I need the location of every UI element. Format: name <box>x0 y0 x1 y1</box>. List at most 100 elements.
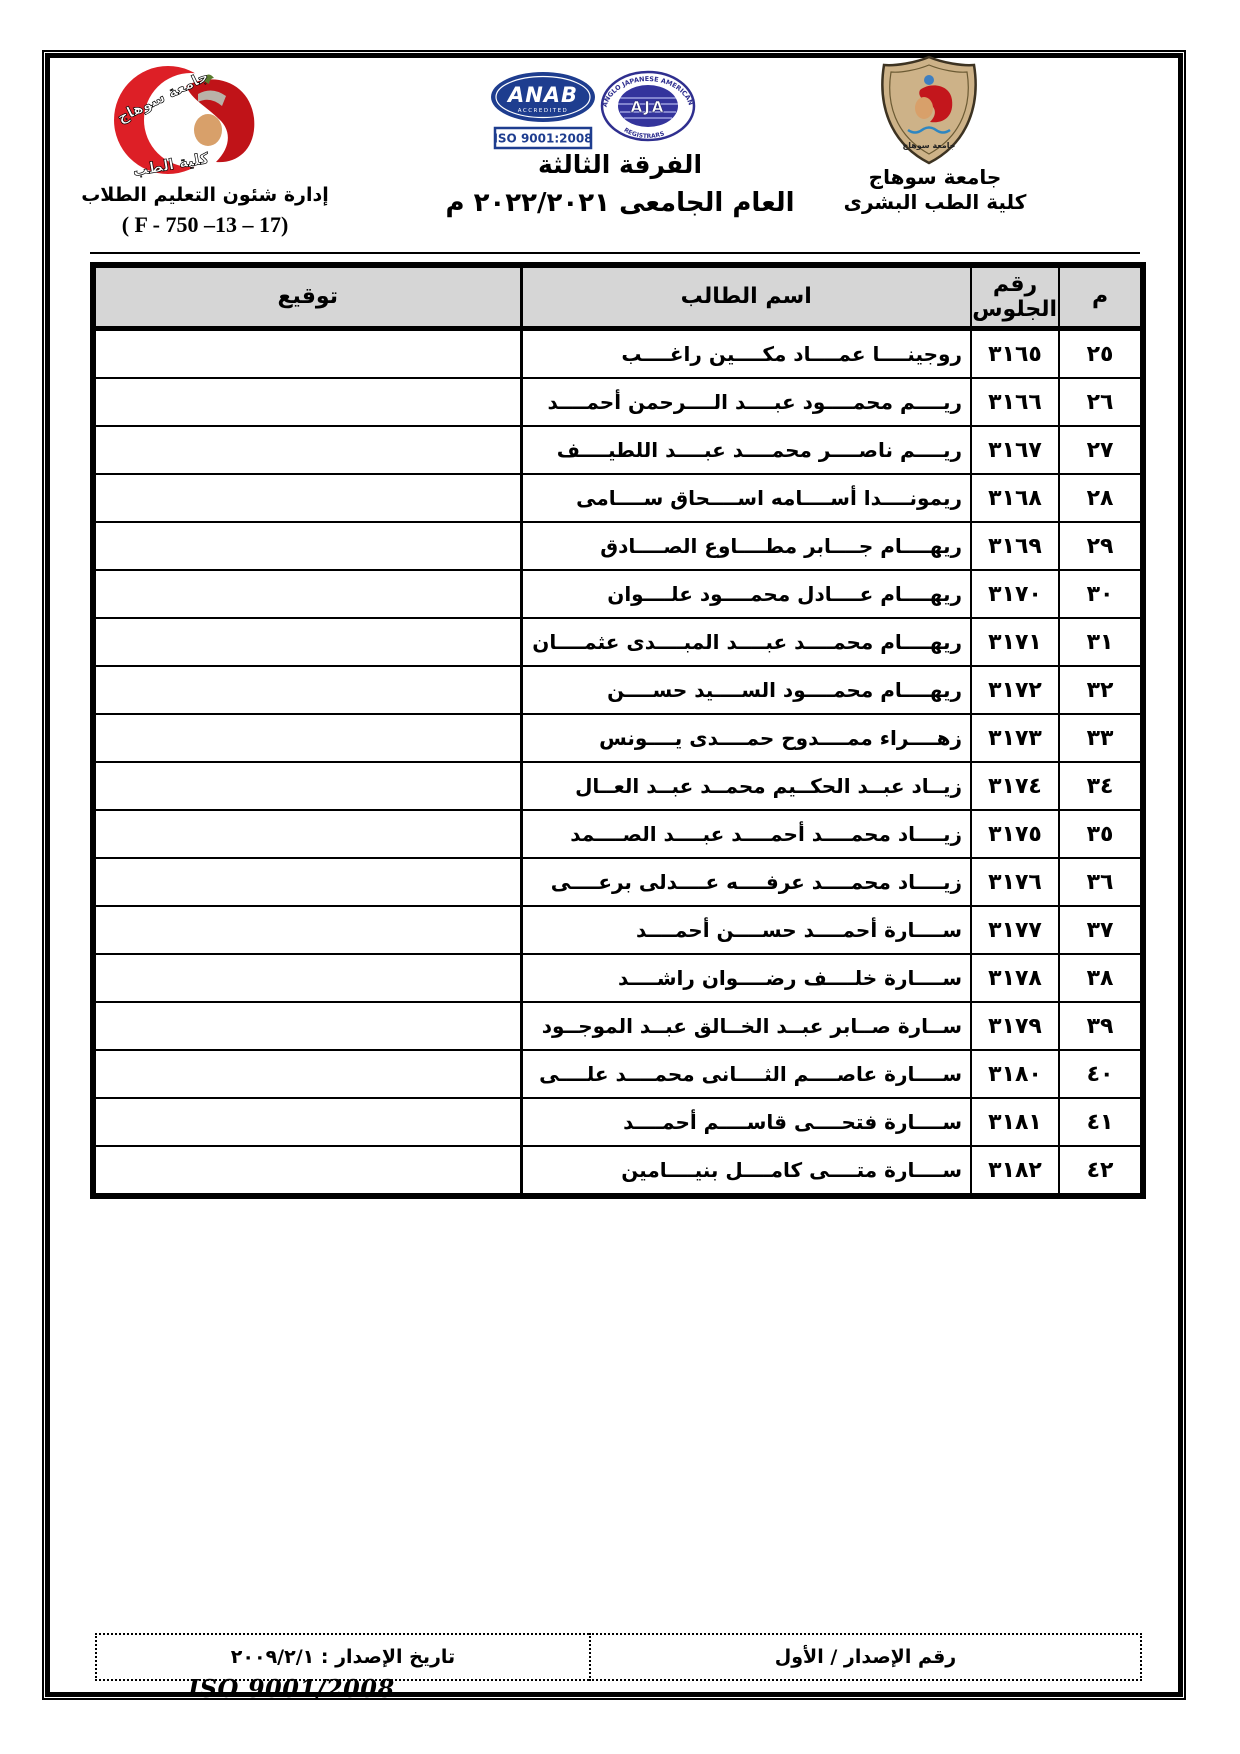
seat-number-cell: ٣١٧٩ <box>970 1001 1060 1051</box>
table-row: ٢٨ ٣١٦٨ ريمونــــدا أســــامه اســــحاق … <box>92 473 1144 523</box>
signature-cell <box>92 473 522 523</box>
table-row: ٤١ ٣١٨١ ســــارة فتحــــى قاســــم أحمــ… <box>92 1097 1144 1147</box>
shield-pharaoh-shape <box>919 85 953 123</box>
seat-number-cell: ٣١٧٧ <box>970 905 1060 955</box>
table-row: ٢٧ ٣١٦٧ ريــــم ناصــــر محمــــد عبــــ… <box>92 425 1144 475</box>
students-table-body: ٢٥ ٣١٦٥ روجينــــا عمــــاد مكــــين راغ… <box>92 327 1144 1197</box>
table-row: ٢٦ ٣١٦٦ ريــــم محمــــود عبــــد الــــ… <box>92 377 1144 427</box>
header-seat-number: رقم الجلوس <box>970 264 1060 331</box>
table-row: ٤٠ ٣١٨٠ ســــارة عاصــــم الثــــانى محم… <box>92 1049 1144 1099</box>
student-name-cell: ريمونــــدا أســــامه اســــحاق ســــامى <box>519 473 972 523</box>
seat-number-cell: ٣١٦٨ <box>970 473 1060 523</box>
shield-logo: جامعة سوهاج <box>881 55 977 165</box>
certification-badges: ANAB ACCREDITED ISO 9001:2008 ANGLO JAPA… <box>491 70 696 150</box>
student-name-cell: زهــــراء ممــــدوح حمــــدى يــــونس <box>519 713 972 763</box>
serial-cell: ٣٨ <box>1058 953 1144 1003</box>
student-name-cell: ســــارة خلــــف رضــــوان راشــــد <box>519 953 972 1003</box>
serial-cell: ٤١ <box>1058 1097 1144 1147</box>
header-student-name: اسم الطالب <box>519 264 972 331</box>
serial-cell: ٣٧ <box>1058 905 1144 955</box>
table-row: ٣٩ ٣١٧٩ ســارة صــابر عبــد الخــالق عبـ… <box>92 1001 1144 1051</box>
student-name-cell: ســــارة عاصــــم الثــــانى محمــــد عل… <box>519 1049 972 1099</box>
signature-cell <box>92 327 522 379</box>
year-title: العام الجامعى ٢٠٢٢/٢٠٢١ م <box>445 188 795 218</box>
signature-cell <box>92 905 522 955</box>
shield-caption-text: جامعة سوهاج <box>902 141 955 150</box>
student-name-cell: ريهــــام محمــــد عبــــد المبــــدى عث… <box>519 617 972 667</box>
table-row: ٣٨ ٣١٧٨ ســــارة خلــــف رضــــوان راشــ… <box>92 953 1144 1003</box>
table-row: ٣٦ ٣١٧٦ زيــــاد محمــــد عرفــــه عــــ… <box>92 857 1144 907</box>
signature-cell <box>92 569 522 619</box>
aja-globe <box>618 85 678 127</box>
faculty-name: كلية الطب البشرى <box>843 190 1027 214</box>
student-name-cell: روجينــــا عمــــاد مكــــين راغــــب <box>519 327 972 379</box>
signature-cell <box>92 377 522 427</box>
serial-cell: ٢٦ <box>1058 377 1144 427</box>
serial-cell: ٣٠ <box>1058 569 1144 619</box>
form-code: ( F - 750 –13 – 17) <box>121 212 289 237</box>
signature-cell <box>92 617 522 667</box>
table-header-row: م رقم الجلوس اسم الطالب توقيع <box>92 264 1144 331</box>
iso-badge-text: ISO 9001:2008 <box>493 132 592 146</box>
table-row: ٣٧ ٣١٧٧ ســــارة أحمــــد حســــن أحمـــ… <box>92 905 1144 955</box>
table-row: ٣٣ ٣١٧٣ زهــــراء ممــــدوح حمــــدى يــ… <box>92 713 1144 763</box>
signature-cell <box>92 425 522 475</box>
serial-cell: ٤٠ <box>1058 1049 1144 1099</box>
scarab-shape <box>924 75 934 85</box>
serial-cell: ٤٢ <box>1058 1145 1144 1197</box>
issue-number: رقم الإصدار / الأول <box>589 1633 1142 1681</box>
serial-cell: ٣٣ <box>1058 713 1144 763</box>
seat-number-cell: ٣١٧٣ <box>970 713 1060 763</box>
serial-cell: ٣٤ <box>1058 761 1144 811</box>
signature-cell <box>92 1001 522 1051</box>
header-signature: توقيع <box>92 264 522 331</box>
signature-cell <box>92 521 522 571</box>
student-name-cell: زيــاد عبــد الحكــيم محمــد عبــد العــ… <box>519 761 972 811</box>
table-row: ٣١ ٣١٧١ ريهــــام محمــــد عبــــد المبـ… <box>92 617 1144 667</box>
serial-cell: ٣٩ <box>1058 1001 1144 1051</box>
seat-number-cell: ٣١٦٩ <box>970 521 1060 571</box>
footer-box: رقم الإصدار / الأول تاريخ الإصدار : ٢٠٠٩… <box>95 1633 1142 1681</box>
signature-cell <box>92 665 522 715</box>
serial-cell: ٢٥ <box>1058 327 1144 379</box>
department-title: إدارة شئون التعليم الطلاب <box>81 184 329 206</box>
table-row: ٣٤ ٣١٧٤ زيــاد عبــد الحكــيم محمــد عبـ… <box>92 761 1144 811</box>
student-name-cell: ســــارة أحمــــد حســــن أحمــــد <box>519 905 972 955</box>
seat-number-cell: ٣١٧١ <box>970 617 1060 667</box>
anab-text: ANAB <box>506 83 578 107</box>
signature-cell <box>92 713 522 763</box>
student-name-cell: ســارة صــابر عبــد الخــالق عبــد الموج… <box>519 1001 972 1051</box>
signature-cell <box>92 953 522 1003</box>
seat-number-cell: ٣١٨١ <box>970 1097 1060 1147</box>
iso-badge-box <box>493 126 593 150</box>
anab-accredited-text: ACCREDITED <box>518 108 569 114</box>
seat-number-cell: ٣١٦٧ <box>970 425 1060 475</box>
student-name-cell: ريــــم ناصــــر محمــــد عبــــد اللطيـ… <box>519 425 972 475</box>
serial-cell: ٢٧ <box>1058 425 1144 475</box>
header-serial: م <box>1058 264 1144 331</box>
seat-number-cell: ٣١٧٥ <box>970 809 1060 859</box>
grade-title: الفرقة الثالثة <box>537 150 703 179</box>
seat-number-cell: ٣١٨٢ <box>970 1145 1060 1197</box>
signature-cell <box>92 761 522 811</box>
seat-number-cell: ٣١٧٤ <box>970 761 1060 811</box>
student-name-cell: ريهــــام محمــــود الســــيد حســــن <box>519 665 972 715</box>
table-row: ٢٥ ٣١٦٥ روجينــــا عمــــاد مكــــين راغ… <box>92 327 1144 379</box>
student-name-cell: زيــــاد محمــــد عرفــــه عــــدلى برعـ… <box>519 857 972 907</box>
signature-cell <box>92 1049 522 1099</box>
anab-badge <box>491 72 595 122</box>
signature-cell <box>92 857 522 907</box>
table-row: ٢٩ ٣١٦٩ ريهــــام جــــابر مطــــاوع الص… <box>92 521 1144 571</box>
serial-cell: ٢٩ <box>1058 521 1144 571</box>
students-table: م رقم الجلوس اسم الطالب توقيع ٢٥ ٣١٦٥ رو… <box>90 262 1146 1199</box>
nile-wave-shape <box>907 126 951 134</box>
student-name-cell: ريهــــام جــــابر مطــــاوع الصــــادق <box>519 521 972 571</box>
seat-number-cell: ٣١٨٠ <box>970 1049 1060 1099</box>
iso-label: ISO 9001/2008 <box>188 1674 395 1703</box>
seat-number-cell: ٣١٦٥ <box>970 327 1060 379</box>
student-name-cell: ســــارة متــــى كامــــل بنيــــامين <box>519 1145 972 1197</box>
seat-number-cell: ٣١٧٢ <box>970 665 1060 715</box>
signature-cell <box>92 1145 522 1197</box>
aja-text: AJA <box>631 98 666 116</box>
university-name: جامعة سوهاج <box>868 165 1002 189</box>
